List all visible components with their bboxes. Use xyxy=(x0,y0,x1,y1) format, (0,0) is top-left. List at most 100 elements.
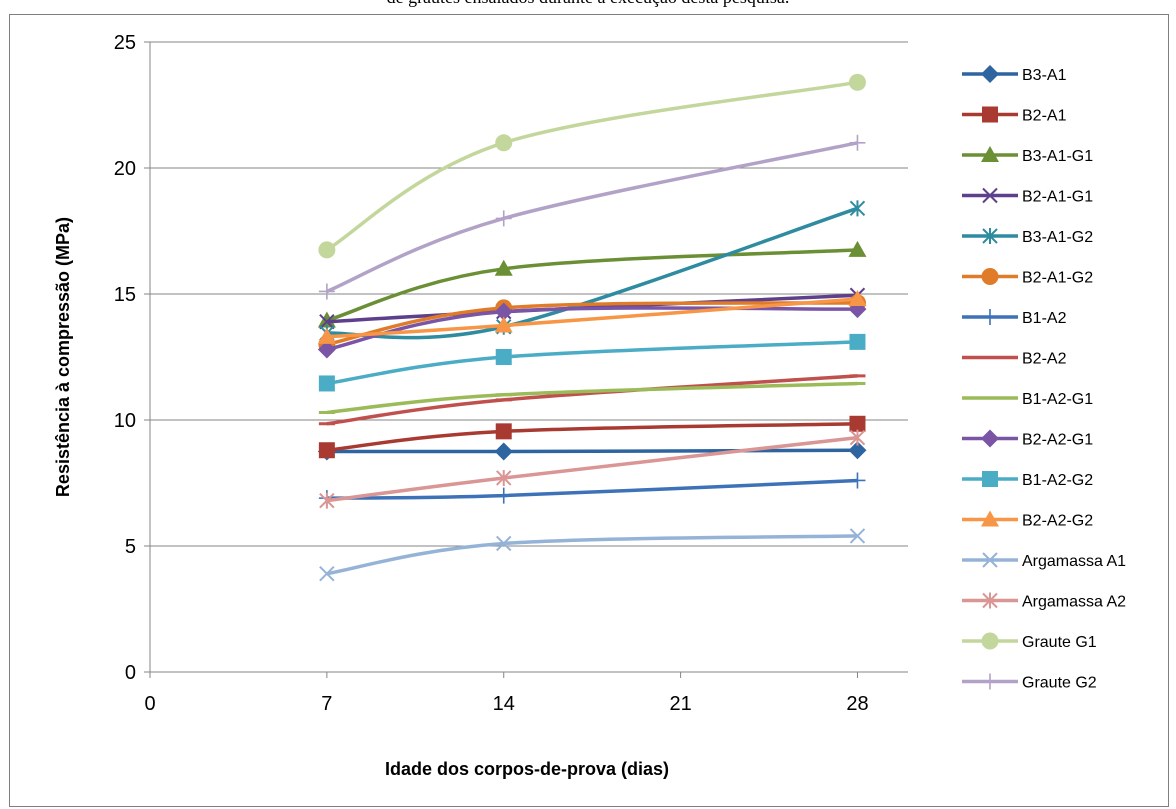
data-point xyxy=(849,528,866,544)
series-b2-a1 xyxy=(318,415,866,459)
legend-label: B2-A1-G2 xyxy=(1022,270,1093,287)
y-tick-label: 25 xyxy=(114,32,136,54)
data-point xyxy=(849,333,866,350)
series-line xyxy=(326,306,858,352)
legend-label: Argamassa A2 xyxy=(1022,594,1126,611)
legend-label: B2-A2-G1 xyxy=(1022,432,1093,449)
legend-item: Graute G2 xyxy=(962,673,1097,692)
x-tick-label: 14 xyxy=(493,693,515,715)
series-lines xyxy=(317,73,867,582)
chart-frame xyxy=(9,14,1169,807)
data-point xyxy=(849,134,866,151)
series-b2-a2-g1 xyxy=(317,300,867,359)
data-point xyxy=(495,210,512,227)
data-point xyxy=(318,283,335,300)
series-b3-a1 xyxy=(317,441,867,461)
data-point xyxy=(494,259,513,276)
y-tick-label: 10 xyxy=(114,410,136,432)
data-point xyxy=(849,415,866,432)
series-line xyxy=(326,534,858,576)
data-point xyxy=(319,492,335,509)
legend-marker xyxy=(981,268,999,285)
data-point xyxy=(848,240,867,257)
legend-label: Graute G2 xyxy=(1022,675,1097,692)
x-tick-label: 7 xyxy=(321,693,332,715)
series-line xyxy=(326,478,858,500)
legend-label: B1-A2-G1 xyxy=(1022,391,1093,408)
data-point xyxy=(848,73,866,91)
series-b2-a2 xyxy=(318,374,866,426)
legend-label: B2-A2-G2 xyxy=(1022,513,1093,530)
legend-marker xyxy=(982,106,998,123)
gridlines xyxy=(150,41,908,547)
legend-marker xyxy=(981,146,999,162)
x-tick-label: 0 xyxy=(144,693,155,715)
data-point xyxy=(317,340,336,359)
legend: B3-A1 B2-A1 B3-A1-G1 B2-A1-G1 B3-A1-G2 B2-A1-… xyxy=(962,65,1126,692)
series-line xyxy=(326,141,858,294)
x-axis-title: Idade dos corpos-de-prova (dias) xyxy=(385,759,669,779)
legend-item: Graute G1 xyxy=(962,632,1097,651)
series-line xyxy=(326,448,858,454)
legend-label: Graute G1 xyxy=(1022,634,1097,651)
data-point xyxy=(849,429,866,446)
legend-item: B2-A1-G1 xyxy=(962,187,1093,206)
legend-item: Argamassa A1 xyxy=(962,552,1126,570)
data-point xyxy=(848,441,867,460)
data-point xyxy=(319,566,335,582)
data-point xyxy=(317,327,336,344)
axes xyxy=(149,42,908,673)
legend-marker xyxy=(981,510,999,527)
series-b3-a1-g1 xyxy=(317,240,867,328)
series-line xyxy=(326,301,858,347)
legend-item: B2-A2-G2 xyxy=(962,510,1093,530)
legend-marker xyxy=(982,673,998,690)
legend-label: B3-A1-G2 xyxy=(1022,229,1093,246)
series-line xyxy=(326,248,858,323)
data-point xyxy=(317,311,336,328)
legend-marker xyxy=(981,429,999,448)
series-line xyxy=(326,340,858,386)
series-argamassa-a1 xyxy=(319,528,866,582)
legend-marker xyxy=(982,187,998,204)
figure-caption: de grautes ensaiados durante a execução … xyxy=(0,0,1176,8)
data-point xyxy=(496,535,512,552)
data-point xyxy=(496,469,512,486)
data-point xyxy=(318,375,335,392)
tick-labels: 0 5 10 15 20 25 0 7 14 21 28 xyxy=(114,32,869,715)
data-point xyxy=(495,134,513,152)
series-line xyxy=(326,297,858,339)
data-point xyxy=(495,487,512,504)
legend-label: B2-A1-G1 xyxy=(1022,189,1093,206)
y-tick-label: 0 xyxy=(125,662,136,684)
series-graute-g1 xyxy=(318,73,866,259)
legend-label: B3-A1-G1 xyxy=(1022,148,1093,165)
data-point xyxy=(495,349,512,365)
y-axis-title: Resistência à compressão (MPa) xyxy=(53,217,73,497)
legend-item: B3-A1-G2 xyxy=(962,228,1093,246)
legend-item: B2-A2 xyxy=(962,351,1067,368)
legend-item: B1-A2-G2 xyxy=(962,471,1093,489)
series-b1-a2-g2 xyxy=(318,333,866,392)
legend-marker xyxy=(981,65,999,83)
series-line xyxy=(326,374,858,426)
data-point xyxy=(494,442,513,461)
legend-label: Argamassa A1 xyxy=(1022,553,1126,570)
legend-label: B3-A1 xyxy=(1022,67,1067,84)
data-point xyxy=(849,200,866,217)
x-tick-label: 28 xyxy=(846,693,868,715)
legend-marker xyxy=(981,632,999,650)
legend-label: B2-A2 xyxy=(1022,351,1067,368)
data-point xyxy=(319,314,335,330)
x-tick-label: 21 xyxy=(669,693,691,715)
data-point xyxy=(494,302,513,321)
legend-marker xyxy=(982,228,998,244)
legend-label: B2-A1 xyxy=(1022,108,1067,125)
y-tick-label: 20 xyxy=(114,158,136,180)
series-line xyxy=(326,381,858,415)
legend-item: B3-A1-G1 xyxy=(962,146,1093,165)
data-point xyxy=(849,472,866,489)
series-line xyxy=(326,422,858,452)
data-point xyxy=(318,241,336,259)
